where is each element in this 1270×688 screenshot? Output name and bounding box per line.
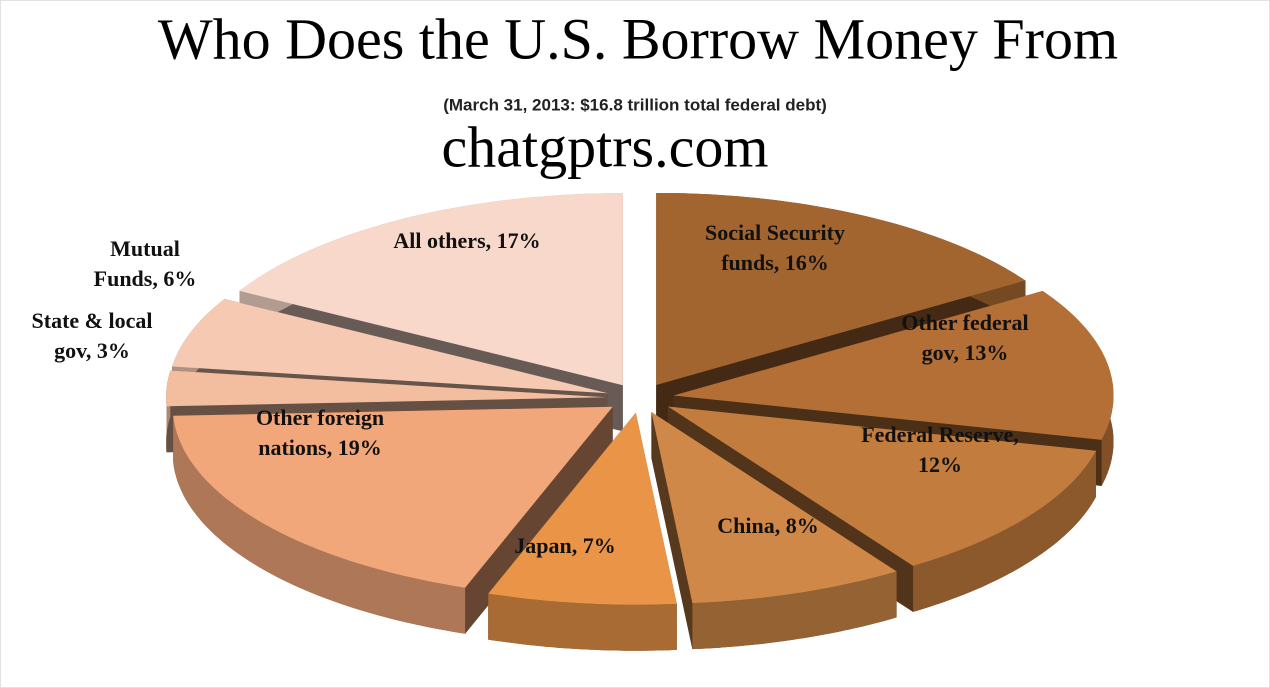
slice-label: nations, 19% (258, 435, 381, 460)
slice-label: State & local (32, 308, 153, 333)
slice-wall (651, 412, 693, 650)
slice-top (656, 193, 1026, 385)
slice-labels: Social Security funds, 16% Other federal go… (32, 220, 1029, 558)
slice-label: China, 8% (717, 513, 818, 538)
slice-label: Funds, 6% (94, 266, 197, 291)
slice-label: gov, 13% (922, 340, 1009, 365)
slice-label: Mutual (110, 236, 180, 261)
slice-side (692, 571, 897, 650)
slice-label: Other foreign (256, 405, 384, 430)
chart-title: Who Does the U.S. Borrow Money From (158, 6, 1118, 71)
slice-label: Japan, 7% (514, 533, 615, 558)
slice-side (488, 593, 677, 651)
slice-label: funds, 16% (721, 250, 829, 275)
pie (166, 193, 1114, 651)
slice-top (667, 406, 1096, 566)
slice-top (239, 193, 623, 386)
slice-top (166, 370, 606, 407)
slice-top (173, 406, 613, 588)
slice-top (651, 412, 897, 604)
slice (651, 412, 897, 650)
slice-top (488, 412, 677, 605)
slice-label: Other federal (901, 310, 1028, 335)
chart-subtitle: (March 31, 2013: $16.8 trillion total fe… (443, 95, 827, 114)
slice-label: 12% (918, 452, 962, 477)
slice (488, 412, 677, 651)
watermark: chatgptrs.com (442, 114, 769, 179)
slice-side (913, 450, 1096, 612)
slice-top (673, 291, 1114, 440)
slice-label: All others, 17% (393, 228, 540, 253)
slice-label: Social Security (705, 220, 845, 245)
slice-label: gov, 3% (54, 338, 130, 363)
slice-side (173, 415, 466, 634)
slice-label: Federal Reserve, (861, 422, 1019, 447)
slice-top (172, 299, 608, 394)
